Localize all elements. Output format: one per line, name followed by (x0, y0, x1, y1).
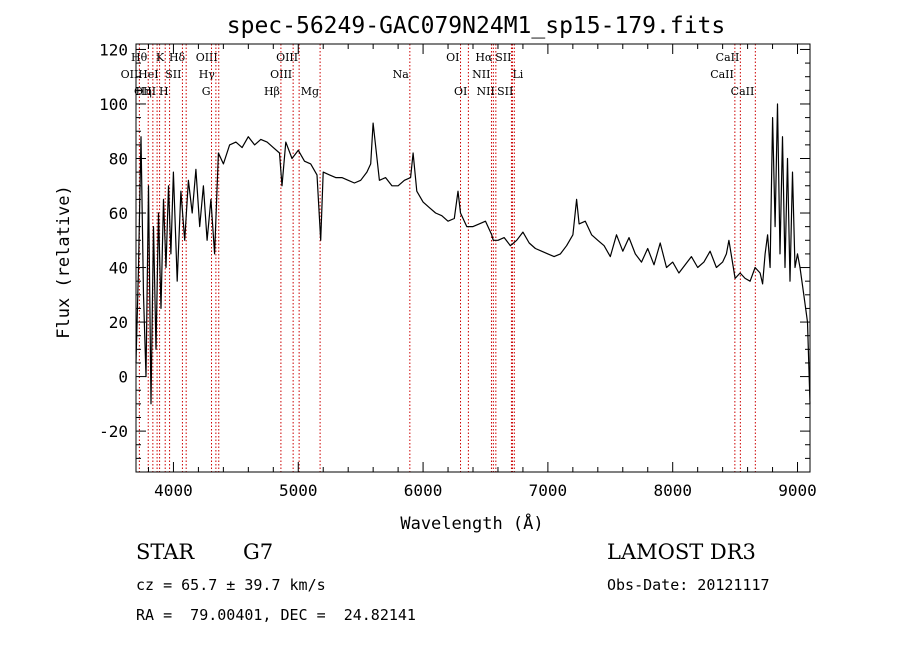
line-marker-label: SII (495, 51, 511, 64)
line-marker-label: CaII (716, 51, 740, 64)
chart-title: spec-56249-GAC079N24M1_sp15-179.fits (227, 13, 726, 39)
y-tick-label: 60 (109, 204, 128, 223)
line-marker-label: Li (512, 68, 523, 81)
plot-frame (135, 43, 811, 473)
line-marker-label: Hγ (199, 68, 216, 81)
object-class: STAR (136, 540, 195, 564)
line-marker-label: SII (165, 68, 181, 81)
x-tick-label: 5000 (279, 481, 318, 500)
line-marker-label: OI (454, 85, 467, 98)
spectrum-line (135, 103, 811, 405)
line-marker-label: OII (121, 68, 139, 81)
x-axis: 4000 5000 6000 7000 8000 9000 (147, 44, 817, 500)
obs-date-text: Obs-Date: 20121117 (607, 576, 770, 594)
line-marker-label: OIII (196, 51, 218, 64)
survey-name: LAMOST DR3 (607, 540, 756, 564)
x-axis-label: Wavelength (Å) (400, 512, 543, 534)
y-axis: -20 0 20 40 60 80 100 120 (99, 40, 810, 459)
line-marker-label: Hθ (131, 51, 148, 64)
object-subclass: G7 (243, 540, 274, 564)
line-marker-label: G (202, 85, 211, 98)
y-tick-label: 120 (99, 40, 128, 59)
line-marker-label: Hδ (169, 51, 186, 64)
line-marker-label: NII (472, 68, 490, 81)
y-tick-label: 20 (109, 313, 128, 332)
line-marker-label: Na (393, 68, 410, 81)
x-tick-label: 8000 (653, 481, 692, 500)
x-tick-label: 6000 (404, 481, 443, 500)
line-marker-label: Hβ (264, 85, 280, 98)
x-tick-label: 9000 (778, 481, 817, 500)
y-tick-label: 0 (118, 368, 128, 387)
line-marker-label: OIII (270, 68, 292, 81)
line-marker-label: OI (446, 51, 459, 64)
redshift-text: cz = 65.7 ± 39.7 km/s (136, 576, 326, 594)
coordinates-text: RA = 79.00401, DEC = 24.82141 (136, 606, 416, 624)
line-marker-label: CaII (731, 85, 755, 98)
line-marker-label: K (156, 51, 165, 64)
line-marker-label: Hα (475, 51, 493, 64)
line-marker-label: SII (497, 85, 513, 98)
line-marker-label: NII (477, 85, 495, 98)
y-tick-label: 80 (109, 149, 128, 168)
y-axis-label: Flux (relative) (54, 185, 74, 339)
y-tick-label: 40 (109, 259, 128, 278)
x-tick-label: 7000 (529, 481, 568, 500)
line-marker-label: OIII (276, 51, 298, 64)
line-marker-label: HeI (138, 68, 158, 81)
line-marker-label: H (159, 85, 169, 98)
line-marker-label: OIII (134, 85, 156, 98)
y-tick-label: 100 (99, 95, 128, 114)
y-tick-label: -20 (99, 422, 128, 441)
x-tick-label: 4000 (154, 481, 193, 500)
line-marker-label: CaII (710, 68, 734, 81)
line-marker-label: Hη (136, 85, 152, 98)
line-marker-label: Mg (301, 85, 319, 98)
